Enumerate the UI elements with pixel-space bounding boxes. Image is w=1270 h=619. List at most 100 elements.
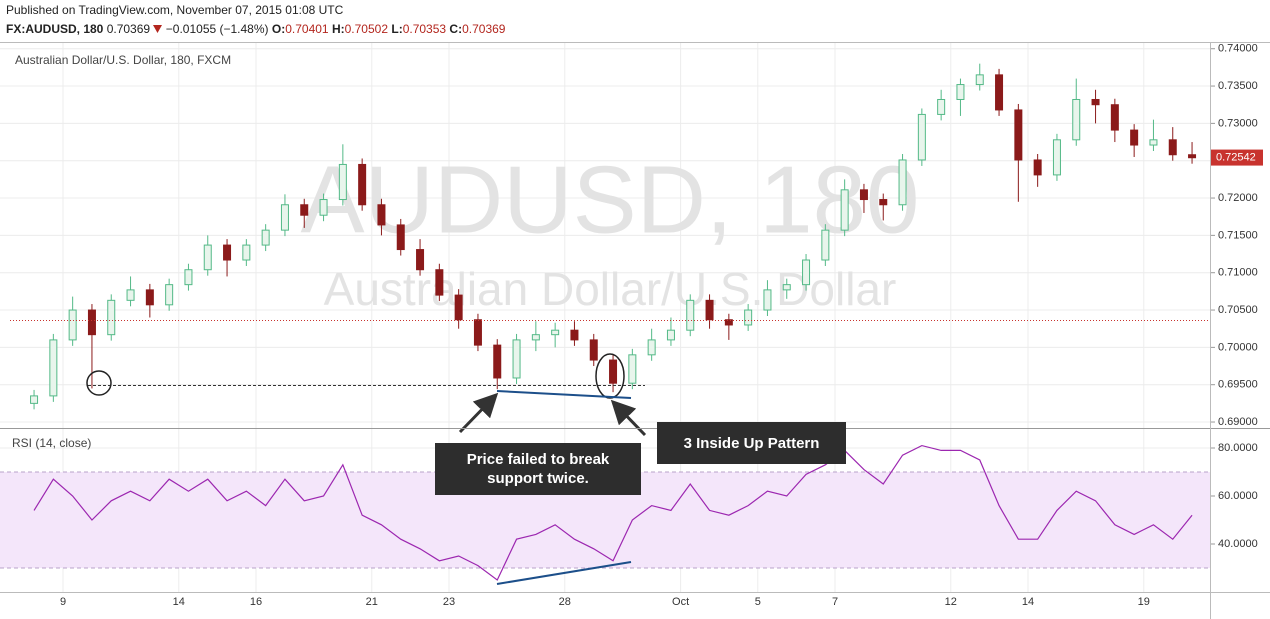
candle-body (570, 329, 579, 341)
candle-body (551, 329, 560, 336)
y-tick-label: 0.69500 (1218, 379, 1258, 391)
candle-body (145, 289, 154, 306)
candle-body (1188, 154, 1197, 159)
down-icon (153, 25, 163, 33)
circle (86, 370, 112, 396)
candle-body (589, 339, 598, 361)
candle-body (937, 98, 946, 115)
candle-body (338, 163, 347, 201)
arrow (458, 392, 499, 434)
circle (595, 353, 625, 399)
x-tick-label: 23 (443, 596, 455, 608)
candle-body (859, 189, 868, 201)
x-tick-label: 5 (755, 596, 761, 608)
c: 0.70369 (462, 22, 506, 36)
candle-body (319, 199, 328, 216)
candle-body (280, 204, 289, 231)
candle-body (686, 299, 695, 331)
x-tick-label: 9 (60, 596, 66, 608)
candle-body (821, 229, 830, 261)
y-tick-label: 0.70000 (1218, 341, 1258, 353)
trend-line (496, 390, 632, 399)
c-label: C: (449, 22, 463, 36)
candle-body (1052, 139, 1061, 176)
y-tick-label: 0.69000 (1218, 416, 1258, 428)
y-tick-label: 40.0000 (1218, 538, 1258, 550)
candle-body (898, 159, 907, 206)
candle-body (416, 249, 425, 271)
candle-body (223, 244, 232, 261)
candle-body (493, 344, 502, 379)
o-label: O: (271, 22, 286, 36)
x-tick-label: 7 (832, 596, 838, 608)
l: 0.70353 (402, 22, 447, 36)
candle-body (705, 299, 714, 321)
candle-body (609, 359, 618, 384)
candle-body (68, 309, 77, 341)
annotation: Price failed to break support twice. (435, 443, 641, 495)
candle-body (203, 244, 212, 271)
candle-body (242, 244, 251, 261)
candle-body (879, 199, 888, 206)
last: 0.70369 (106, 22, 151, 36)
candle-body (261, 229, 270, 246)
x-tick-label: 12 (945, 596, 957, 608)
candle-body (763, 289, 772, 311)
candle-body (995, 74, 1004, 111)
candle-body (107, 299, 116, 336)
l-label: L: (391, 22, 403, 36)
candle-body (840, 189, 849, 231)
candle-body (1168, 139, 1177, 156)
candle-body (1110, 104, 1119, 131)
candle-body (49, 339, 58, 397)
y-tick-label: 0.73500 (1218, 80, 1258, 92)
candle-body (126, 289, 135, 301)
y-tick-label: 0.73000 (1218, 117, 1258, 129)
candle-body (1130, 129, 1139, 146)
candle-body (435, 269, 444, 296)
o: 0.70401 (285, 22, 329, 36)
annotation: 3 Inside Up Pattern (657, 422, 846, 464)
y-tick-label: 0.74000 (1218, 43, 1258, 55)
candle-body (184, 269, 193, 286)
candle-body (512, 339, 521, 379)
rsi-line (33, 444, 1193, 581)
x-tick-label: 14 (173, 596, 185, 608)
candle-body (782, 284, 791, 291)
series-title: Australian Dollar/U.S. Dollar, 180, FXCM (15, 53, 231, 67)
candle-body (454, 294, 463, 321)
change: −0.01055 (−1.48%) (165, 22, 269, 36)
x-tick-label: 14 (1022, 596, 1034, 608)
y-tick-label: 80.0000 (1218, 442, 1258, 454)
candle-body (1014, 109, 1023, 161)
y-tick-label: 0.70500 (1218, 304, 1258, 316)
x-tick-label: Oct (672, 596, 689, 608)
candle-body (377, 204, 386, 226)
candle-body (396, 224, 405, 251)
candle-body (975, 74, 984, 86)
candle-body (531, 334, 540, 341)
trend-line (496, 561, 632, 585)
candle-body (165, 284, 174, 306)
last-price-label: 0.72542 (1216, 151, 1256, 163)
published: Published on TradingView.com, November 0… (6, 3, 344, 17)
arrow (610, 399, 647, 437)
candle-body (1091, 98, 1100, 106)
x-tick-label: 16 (250, 596, 262, 608)
candle-body (30, 395, 39, 404)
y-tick-label: 0.71500 (1218, 229, 1258, 241)
candle-body (358, 163, 367, 206)
candle-body (1072, 98, 1081, 141)
last-price-box (1211, 149, 1263, 166)
candle-body (666, 329, 675, 341)
candle-body (1033, 159, 1042, 176)
y-tick-label: 0.72000 (1218, 192, 1258, 204)
candle-body (956, 84, 965, 100)
candle-body (647, 339, 656, 356)
watermark-subtitle: Australian Dollar/U.S. Dollar (324, 263, 897, 315)
candle-body (744, 309, 753, 326)
plot: 9 14 16 21 23 28 Oct 5 7 12 14 19 0.69000 0.69500 0.70… (0, 43, 1263, 608)
x-tick-label: 21 (366, 596, 378, 608)
